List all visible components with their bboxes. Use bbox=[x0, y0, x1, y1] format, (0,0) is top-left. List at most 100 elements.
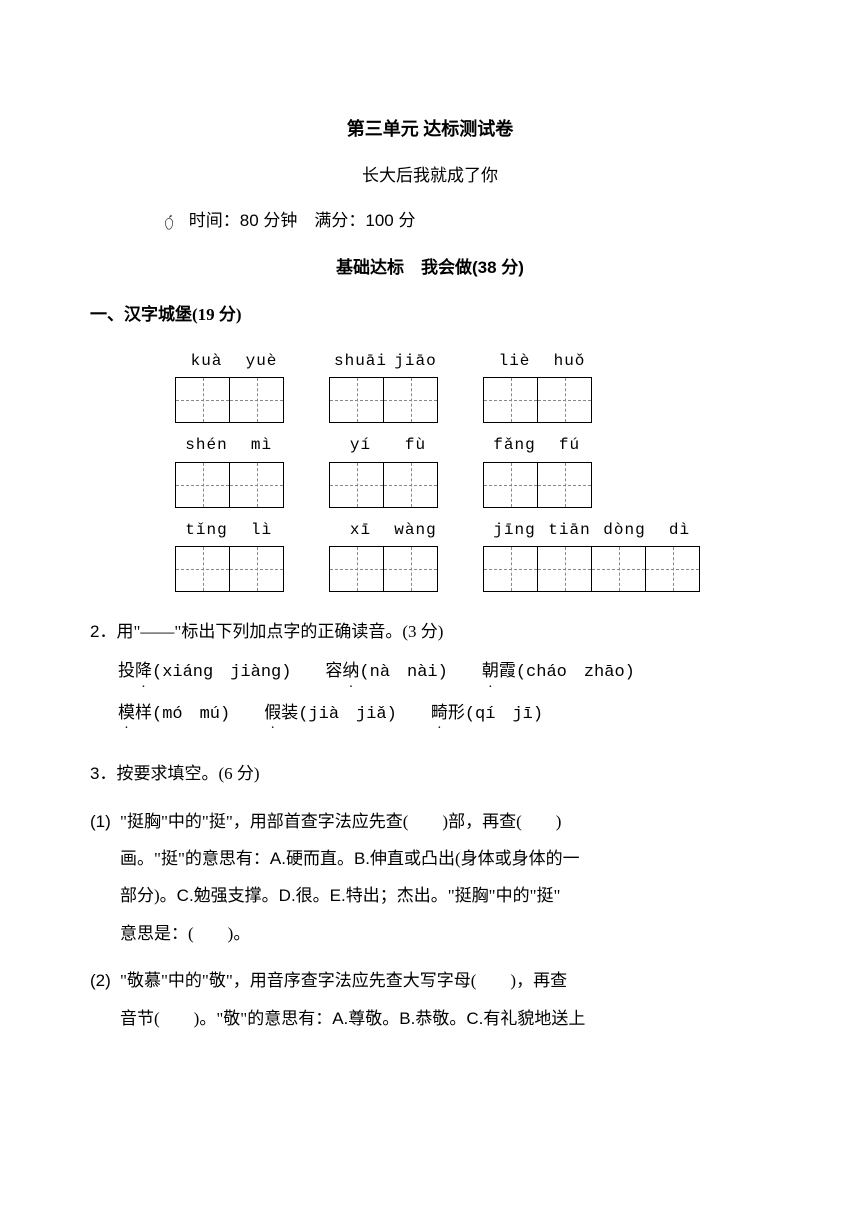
q2: 2．用"——"标出下列加点字的正确读音。(3 分) 投降(xiáng jiàng… bbox=[90, 612, 770, 733]
pinyin-row: shénmì yífù fǎngfú bbox=[175, 433, 770, 508]
q2-line2: 模样(mó mú) 假装(jià jiǎ) 畸形(qí jī) bbox=[90, 693, 770, 734]
char-box-group bbox=[329, 546, 443, 592]
pinyin-syllable: yí bbox=[333, 433, 388, 459]
char-box-group bbox=[175, 546, 289, 592]
char-box[interactable] bbox=[329, 377, 384, 423]
pinyin-syllable: yuè bbox=[234, 349, 289, 375]
option-letter: D. bbox=[279, 886, 296, 905]
q2-word-pre: 投 bbox=[118, 661, 135, 680]
q3-1: (1) "挺胸"中的"挺"，用部首查字法应先查( )部，再查( )画。"挺"的意… bbox=[90, 803, 770, 953]
char-box[interactable] bbox=[175, 546, 230, 592]
page-subtitle: 长大后我就成了你 bbox=[90, 162, 770, 189]
q2-word-post: 霞 bbox=[499, 661, 516, 680]
pinyin-label: tǐnglì bbox=[175, 518, 289, 544]
q3-instruction: 按要求填空。(6 分) bbox=[116, 764, 259, 783]
pinyin-label: jīngtiāndòngdì bbox=[483, 518, 707, 544]
pinyin-group: shuāijiāo bbox=[329, 349, 443, 424]
q2-dotted-char: 纳 bbox=[342, 651, 359, 690]
char-box[interactable] bbox=[591, 546, 646, 592]
char-box[interactable] bbox=[329, 462, 384, 508]
pinyin-label: shuāijiāo bbox=[329, 349, 443, 375]
time-value: 80 bbox=[240, 211, 259, 230]
q3: 3．按要求填空。(6 分) bbox=[90, 754, 770, 793]
char-box-group bbox=[175, 377, 289, 423]
pinyin-syllable: jiāo bbox=[388, 349, 443, 375]
char-box[interactable] bbox=[537, 462, 592, 508]
q2-word-post: 装 bbox=[281, 703, 298, 722]
char-box-group bbox=[329, 377, 443, 423]
char-box[interactable] bbox=[483, 377, 538, 423]
char-box[interactable] bbox=[329, 546, 384, 592]
q3-2-content: "敬慕"中的"敬"，用音序查字法应先查大写字母( )，再查音节( )。"敬"的意… bbox=[120, 962, 770, 1037]
pinyin-group: xīwàng bbox=[329, 518, 443, 593]
char-box[interactable] bbox=[383, 377, 438, 423]
option-letter: B. bbox=[399, 1009, 415, 1028]
pinyin-label: fǎngfú bbox=[483, 433, 597, 459]
char-box[interactable] bbox=[229, 377, 284, 423]
q2-reading: (qí jī) bbox=[465, 705, 543, 724]
char-box[interactable] bbox=[175, 377, 230, 423]
q2-dotted-char: 畸 bbox=[431, 693, 448, 732]
pinyin-syllable: wàng bbox=[388, 518, 443, 544]
char-box-group bbox=[483, 546, 707, 592]
q2-line1: 投降(xiáng jiàng) 容纳(nà nài) 朝霞(cháo zhāo) bbox=[90, 651, 770, 692]
pinyin-syllable: huǒ bbox=[542, 349, 597, 375]
pinyin-syllable: kuà bbox=[179, 349, 234, 375]
pinyin-group: yífù bbox=[329, 433, 443, 508]
section-title: 基础达标 我会做(38 分) bbox=[90, 254, 770, 281]
pinyin-syllable: tiān bbox=[542, 518, 597, 544]
q2-dotted-char: 假 bbox=[264, 693, 281, 732]
pinyin-syllable: dì bbox=[652, 518, 707, 544]
pinyin-syllable: tǐng bbox=[179, 518, 234, 544]
q2-word-post: 形 bbox=[448, 703, 465, 722]
char-box[interactable] bbox=[537, 377, 592, 423]
pinyin-row: kuàyuè shuāijiāo lièhuǒ bbox=[175, 349, 770, 424]
pinyin-syllable: liè bbox=[487, 349, 542, 375]
pinyin-syllable: dòng bbox=[597, 518, 652, 544]
q2-dotted-char: 降 bbox=[135, 651, 152, 690]
char-box[interactable] bbox=[483, 462, 538, 508]
char-box[interactable] bbox=[229, 546, 284, 592]
pinyin-row: tǐnglì xīwàng jīngtiāndòngdì bbox=[175, 518, 770, 593]
char-box-group bbox=[175, 462, 289, 508]
q2-reading: (mó mú) bbox=[152, 705, 230, 724]
char-box[interactable] bbox=[483, 546, 538, 592]
q3-num: 3． bbox=[90, 764, 116, 783]
q3-2: (2) "敬慕"中的"敬"，用音序查字法应先查大写字母( )，再查音节( )。"… bbox=[90, 962, 770, 1037]
q2-reading: (jià jiǎ) bbox=[298, 705, 397, 724]
pinyin-group: lièhuǒ bbox=[483, 349, 597, 424]
char-box[interactable] bbox=[383, 546, 438, 592]
info-line: 时间：80 分钟 满分：100 分 bbox=[90, 207, 770, 234]
pinyin-group: shénmì bbox=[175, 433, 289, 508]
q3-1-num: (1) bbox=[90, 803, 120, 953]
pinyin-syllable: xī bbox=[333, 518, 388, 544]
char-box[interactable] bbox=[383, 462, 438, 508]
char-box[interactable] bbox=[645, 546, 700, 592]
pinyin-label: kuàyuè bbox=[175, 349, 289, 375]
pinyin-label: shénmì bbox=[175, 433, 289, 459]
pinyin-syllable: fǎng bbox=[487, 433, 542, 459]
pinyin-syllable: shuāi bbox=[333, 349, 388, 375]
time-unit: 分钟 bbox=[263, 211, 297, 230]
pinyin-syllable: jīng bbox=[487, 518, 542, 544]
q2-instruction: 用"——"标出下列加点字的正确读音。(3 分) bbox=[116, 622, 443, 641]
option-letter: B. bbox=[354, 849, 370, 868]
char-box-group bbox=[329, 462, 443, 508]
char-box[interactable] bbox=[537, 546, 592, 592]
pinyin-syllable: mì bbox=[234, 433, 289, 459]
q3-2-num: (2) bbox=[90, 962, 120, 1037]
q2-num: 2． bbox=[90, 622, 116, 641]
pinyin-syllable: fú bbox=[542, 433, 597, 459]
char-box[interactable] bbox=[229, 462, 284, 508]
q1-heading: 一、汉字城堡(19 分) bbox=[90, 301, 770, 328]
option-letter: A. bbox=[332, 1009, 348, 1028]
char-box[interactable] bbox=[175, 462, 230, 508]
q2-word-pre: 容 bbox=[325, 661, 342, 680]
option-letter: C. bbox=[177, 886, 194, 905]
q2-dotted-char: 模 bbox=[118, 693, 135, 732]
pinyin-label: xīwàng bbox=[329, 518, 443, 544]
q2-reading: (xiáng jiàng) bbox=[152, 663, 291, 682]
pinyin-container: kuàyuè shuāijiāo lièhuǒ shénmì yífù fǎngfú tǐn… bbox=[90, 349, 770, 593]
option-letter: C. bbox=[466, 1009, 483, 1028]
apple-icon bbox=[160, 213, 178, 231]
